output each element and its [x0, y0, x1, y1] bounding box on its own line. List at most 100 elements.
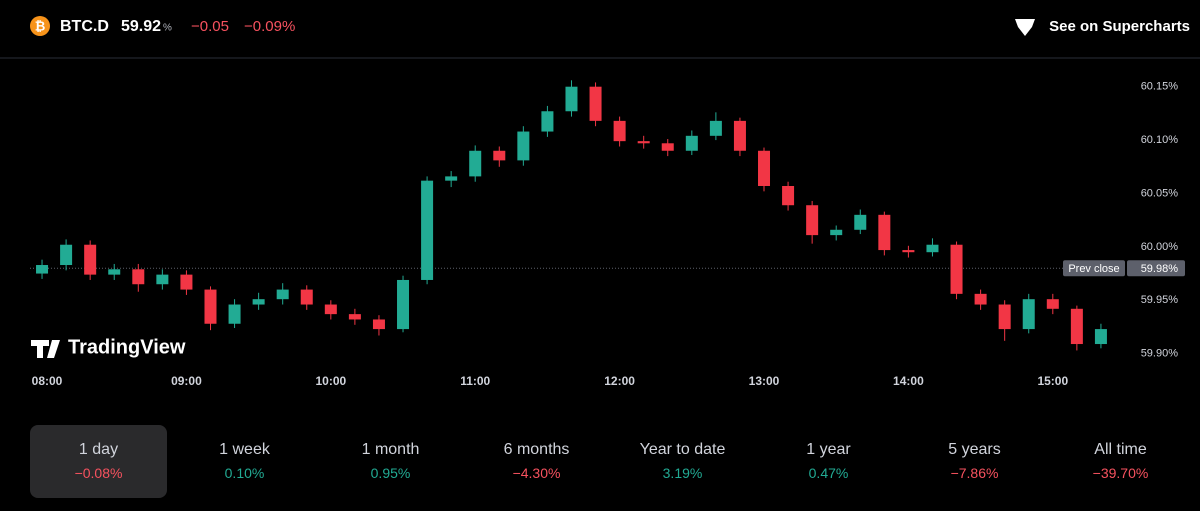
- change: −0.05: [191, 18, 229, 35]
- change-percent: −0.09%: [244, 18, 295, 35]
- candle-body: [84, 244, 97, 275]
- candle-body: [445, 176, 458, 181]
- candle-body: [36, 265, 49, 274]
- candle-body: [926, 244, 939, 253]
- candle-body: [60, 244, 73, 266]
- y-tick-label: 59.95%: [1141, 294, 1179, 306]
- candle-body: [348, 314, 361, 320]
- candle-body: [517, 131, 530, 161]
- period-change: −7.86%: [950, 465, 999, 481]
- supercharts-icon[interactable]: [1015, 19, 1035, 36]
- candle-body: [493, 150, 506, 161]
- candle-body: [1070, 308, 1083, 345]
- candle-body: [637, 141, 650, 144]
- prev-close-value-tag: [1127, 260, 1185, 277]
- candle-body: [252, 299, 265, 305]
- period-label: 6 months: [503, 441, 570, 458]
- y-tick-label: 60.00%: [1141, 241, 1179, 253]
- candle-body: [758, 150, 771, 186]
- candle-body: [397, 279, 410, 330]
- period-tab[interactable]: 6 months −4.30%: [468, 425, 605, 498]
- prev-close-label: Prev close: [1068, 263, 1119, 275]
- candle-body: [854, 214, 867, 230]
- candle-body: [324, 304, 337, 315]
- candle-body: [902, 250, 915, 253]
- candle-body: [300, 289, 313, 305]
- period-change: 0.47%: [808, 465, 849, 481]
- period-change: −39.70%: [1092, 465, 1149, 481]
- period-tab[interactable]: All time −39.70%: [1052, 425, 1189, 498]
- price: 59.92: [121, 18, 161, 35]
- candle-body: [685, 135, 698, 151]
- candle-body: [228, 304, 241, 324]
- period-change: 3.19%: [662, 465, 703, 481]
- candle-body: [613, 120, 626, 142]
- x-tick-label: 15:00: [1037, 374, 1068, 388]
- candle-body: [1094, 329, 1107, 345]
- candle-body: [589, 86, 602, 121]
- candle-body: [276, 289, 289, 300]
- candle-body: [830, 229, 843, 236]
- candle-body: [1022, 299, 1035, 330]
- x-tick-label: 13:00: [749, 374, 780, 388]
- y-tick-label: 59.90%: [1141, 348, 1179, 360]
- period-change: −4.30%: [512, 465, 561, 481]
- period-label: 1 year: [806, 441, 851, 458]
- supercharts-link[interactable]: See on Supercharts: [1049, 18, 1190, 35]
- period-tab[interactable]: 1 month 0.95%: [322, 425, 459, 498]
- x-tick-label: 14:00: [893, 374, 924, 388]
- period-tab[interactable]: 1 week 0.10%: [176, 425, 313, 498]
- candle-body: [469, 150, 482, 177]
- period-change: 0.10%: [224, 465, 265, 481]
- period-tab[interactable]: 5 years −7.86%: [906, 425, 1043, 498]
- watermark-logo: [31, 340, 60, 358]
- candle-body: [806, 205, 819, 236]
- y-tick-label: 60.15%: [1141, 81, 1179, 93]
- period-change: 0.95%: [370, 465, 411, 481]
- candle-body: [974, 293, 987, 305]
- candle-body: [661, 143, 674, 151]
- prev-close-value: 59.98%: [1141, 263, 1179, 275]
- symbol: BTC.D: [60, 18, 109, 35]
- period-label: All time: [1094, 441, 1147, 458]
- x-tick-label: 11:00: [460, 374, 490, 388]
- x-tick-label: 08:00: [32, 374, 63, 388]
- prev-close-tag: [1063, 260, 1125, 277]
- candle-body: [204, 289, 217, 324]
- candle-body: [950, 244, 963, 294]
- x-tick-label: 10:00: [315, 374, 346, 388]
- period-label: 1 month: [361, 441, 420, 458]
- candle-body: [733, 120, 746, 151]
- watermark: TradingView: [68, 336, 186, 358]
- candle-body: [878, 214, 891, 251]
- candle-body: [782, 186, 795, 206]
- period-label: Year to date: [639, 441, 726, 458]
- period-tab[interactable]: 1 year 0.47%: [760, 425, 897, 498]
- candle-body: [372, 319, 385, 330]
- candle-body: [709, 120, 722, 136]
- candle-body: [180, 274, 193, 290]
- y-tick-label: 60.05%: [1141, 187, 1179, 199]
- y-tick-label: 60.10%: [1141, 134, 1179, 146]
- period-label: 1 day: [78, 441, 119, 458]
- coin-icon: [30, 16, 50, 36]
- period-label: 5 years: [948, 441, 1001, 458]
- candle-body: [156, 274, 169, 285]
- candle-body: [108, 269, 121, 275]
- candle-body: [421, 180, 434, 280]
- period-label: 1 week: [219, 441, 270, 458]
- period-change: −0.08%: [74, 465, 123, 481]
- candle-body: [1046, 299, 1059, 309]
- candle-body: [541, 111, 554, 132]
- candle-body: [998, 304, 1011, 330]
- x-tick-label: 12:00: [604, 374, 635, 388]
- coin-glyph: ₿: [35, 18, 46, 33]
- chart: ₿ BTC.D 59.92 % −0.05 −0.09% See on Supe…: [0, 16, 1200, 388]
- period-tab[interactable]: Year to date 3.19%: [614, 425, 751, 498]
- candle-body: [132, 269, 145, 285]
- x-tick-label: 09:00: [171, 374, 202, 388]
- price-unit: %: [163, 23, 172, 34]
- candle-body: [565, 86, 578, 112]
- period-tab[interactable]: 1 day −0.08%: [30, 425, 167, 498]
